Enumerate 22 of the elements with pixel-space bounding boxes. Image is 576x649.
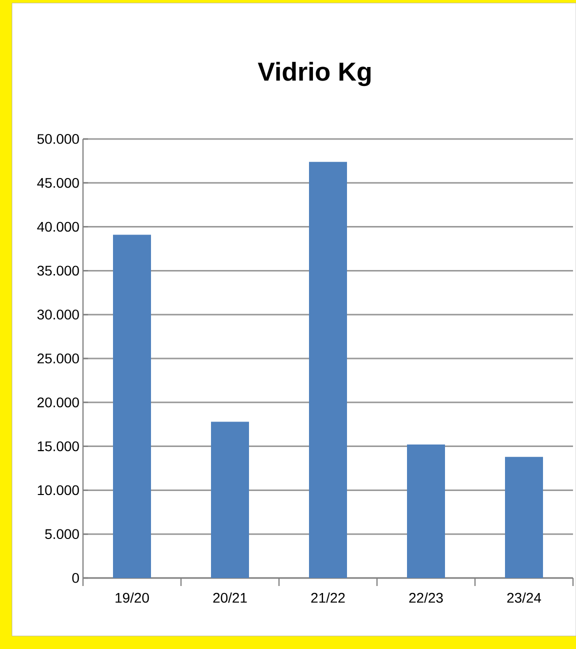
y-tick-label: 10.000 — [38, 485, 79, 496]
y-tick-label: 35.000 — [37, 266, 79, 276]
bar — [112, 234, 151, 578]
y-tick-label: 5.000 — [45, 529, 79, 540]
x-tick-label: 20/21 — [213, 592, 247, 603]
bar — [406, 444, 445, 578]
y-tick-label: 25.000 — [37, 354, 79, 364]
bar — [308, 162, 347, 578]
x-tick-label: 21/22 — [311, 592, 345, 603]
y-tick-label: 0 — [72, 573, 79, 583]
y-tick-label: 20.000 — [37, 397, 79, 408]
x-tick-label: 19/20 — [116, 592, 149, 603]
bar — [504, 456, 543, 578]
y-tick-label: 40.000 — [37, 222, 79, 232]
x-tick-label: 23/24 — [507, 592, 541, 603]
y-tick-label: 30.000 — [37, 310, 79, 320]
y-tick-label: 15.000 — [38, 441, 79, 452]
y-tick-label: 45.000 — [37, 178, 79, 188]
y-tick-label: 50.000 — [37, 134, 79, 144]
bar — [210, 422, 249, 578]
x-tick-label: 22/23 — [409, 592, 443, 603]
chart-title: Vidrio Kg — [258, 62, 370, 86]
